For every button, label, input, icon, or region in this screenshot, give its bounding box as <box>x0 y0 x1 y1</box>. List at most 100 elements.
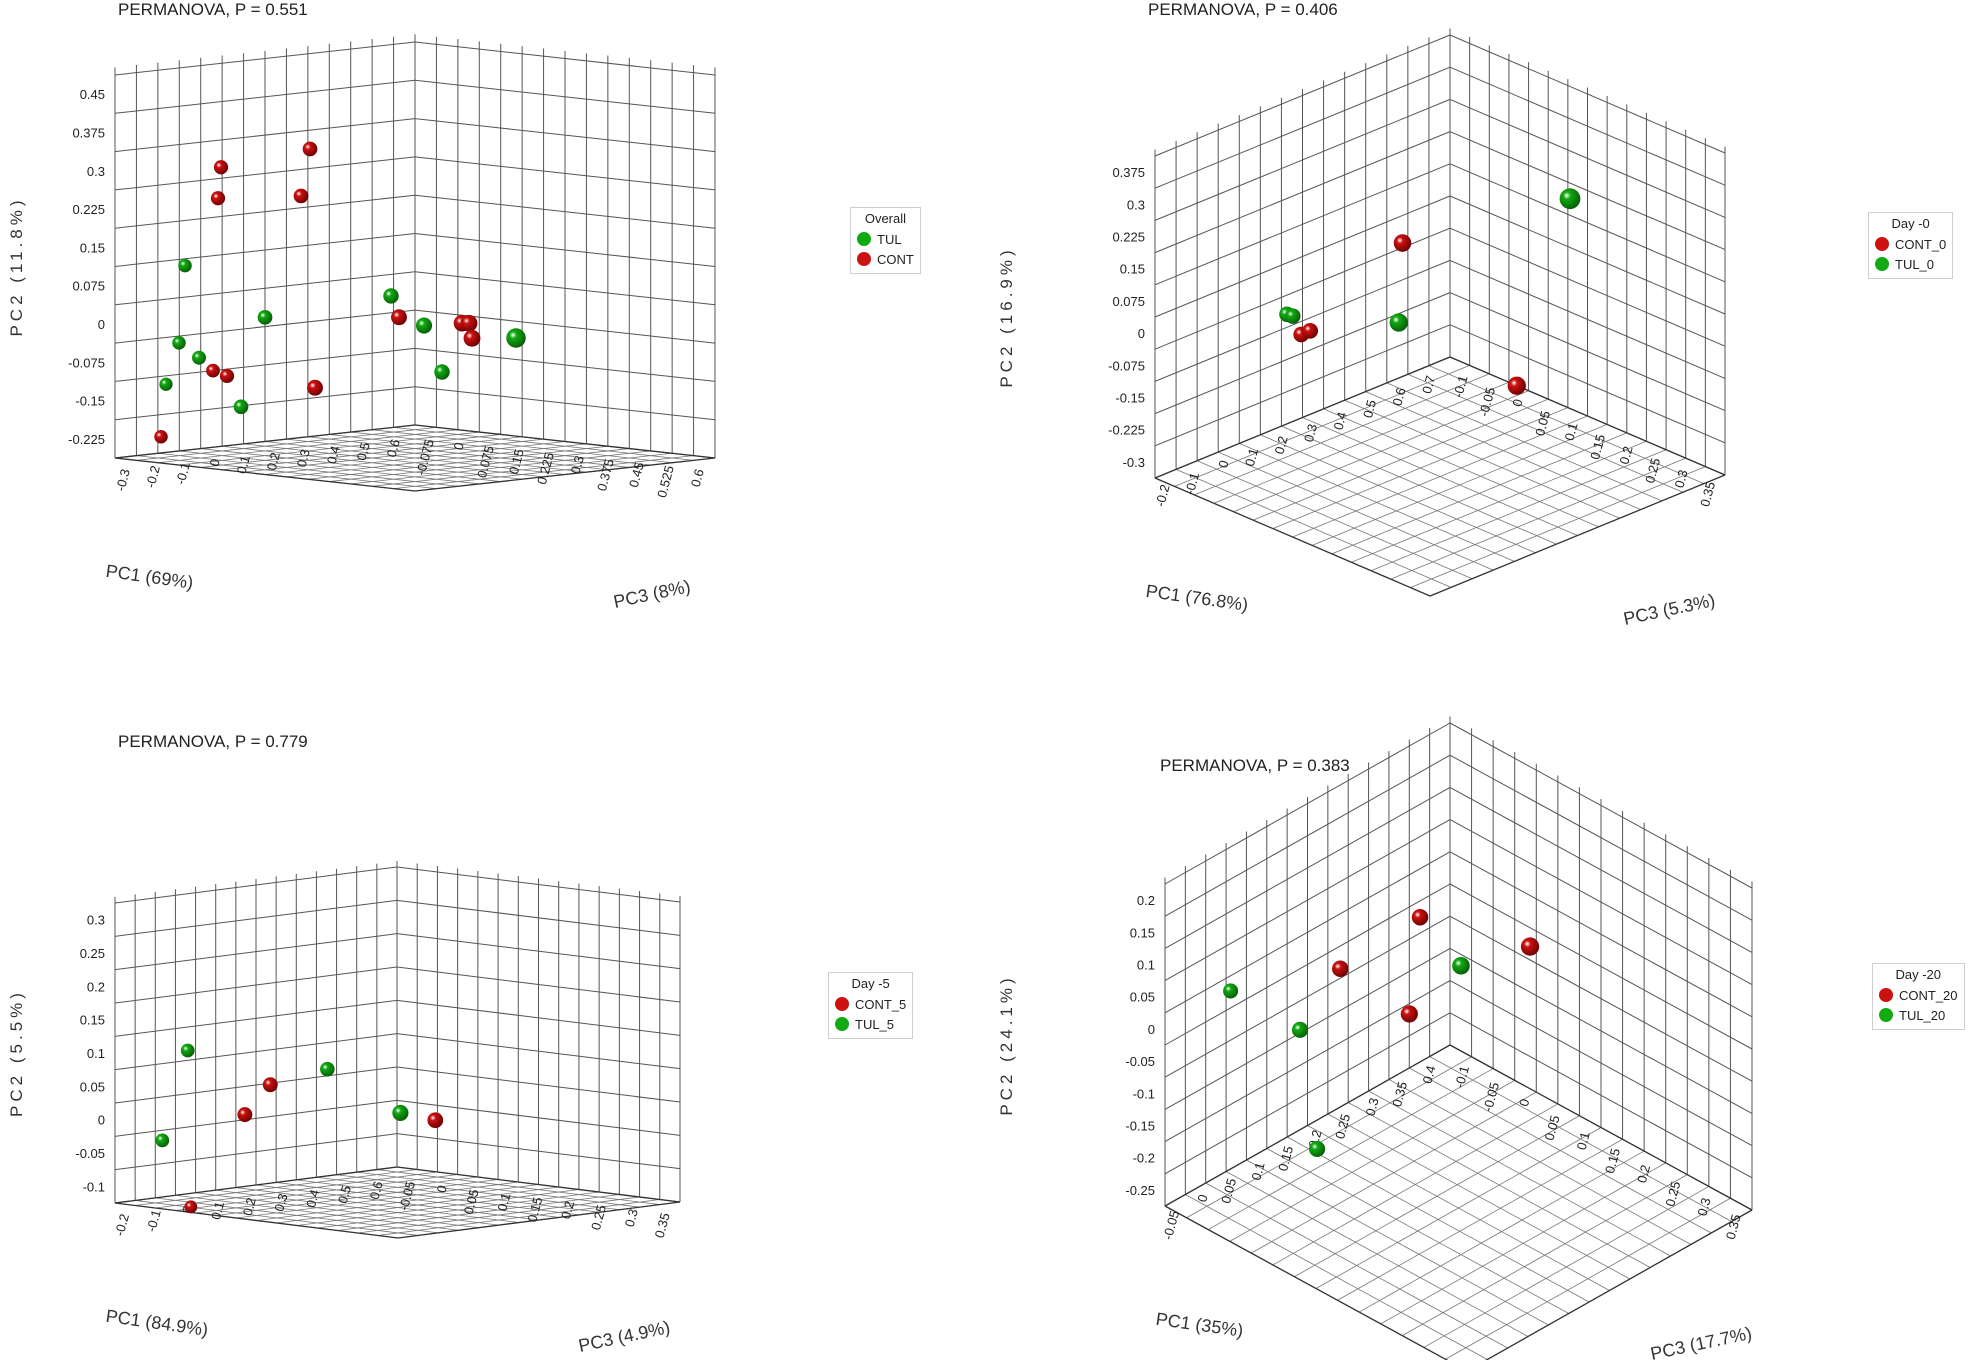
data-point-cont[interactable] <box>210 191 226 206</box>
tick-labels: -0.3 -0.225 -0.15 -0.075 0 0.075 0.15 0.225 0.3 0… <box>1108 165 1718 508</box>
x-tick-label: 0 <box>1194 1193 1210 1204</box>
data-point-tul_20[interactable] <box>1309 1140 1326 1158</box>
data-point-tul_5[interactable] <box>320 1061 335 1077</box>
data-point-tul[interactable] <box>172 336 186 350</box>
axis-edge <box>397 1201 681 1239</box>
x-tick-label: 0.35 <box>1389 1080 1410 1108</box>
legend-item-cont-0[interactable]: CONT_0 <box>1875 234 1946 254</box>
legend-item-cont-5[interactable]: CONT_5 <box>835 994 906 1014</box>
data-point-cont[interactable] <box>154 429 168 444</box>
grid-line <box>1164 883 1451 1046</box>
data-point-tul_5[interactable] <box>392 1104 409 1121</box>
floor-line <box>1251 1091 1537 1254</box>
data-point-cont[interactable] <box>391 309 407 326</box>
data-point-cont_20[interactable] <box>1400 1005 1418 1023</box>
data-point-tul[interactable] <box>506 328 526 348</box>
y-tick-label: 0.1 <box>87 1046 105 1061</box>
data-point-cont_0[interactable] <box>1393 234 1412 252</box>
floor-line <box>350 450 651 485</box>
x-tick-label: 0.6 <box>1389 386 1408 407</box>
data-point-cont_5[interactable] <box>262 1077 278 1093</box>
pca-3d-plot-overall: -0.225 -0.15 -0.075 0 0.075 0.15 0.225 0.3 0.375… <box>7 34 716 612</box>
data-point-cont_0[interactable] <box>1302 322 1318 339</box>
data-point-tul_20[interactable] <box>1291 1021 1309 1038</box>
data-point-tul_5[interactable] <box>180 1043 195 1058</box>
data-point-cont_0[interactable] <box>1507 376 1526 395</box>
axis-titles: PC1 (84.9%) PC3 (4.9%) PC2 (5.5%) <box>7 989 672 1356</box>
legend-item-tul[interactable]: TUL <box>857 229 914 249</box>
floor-line <box>372 452 673 487</box>
data-point-cont[interactable] <box>219 368 235 384</box>
data-point-cont_5[interactable] <box>184 1200 198 1214</box>
grid-line <box>114 309 416 344</box>
legend-item-cont-20[interactable]: CONT_20 <box>1879 985 1958 1005</box>
x-tick-label: 0.5 <box>354 441 373 462</box>
z-tick-label: 0 <box>1509 397 1525 408</box>
floor-line <box>1272 407 1569 529</box>
data-point-tul[interactable] <box>233 399 249 415</box>
z-tick-label: 0.1 <box>1574 1130 1593 1151</box>
data-point-tul[interactable] <box>192 350 206 365</box>
x-tick-label: 0.3 <box>271 1192 290 1213</box>
grid-line <box>114 233 416 267</box>
y-tick-label: 0 <box>1138 326 1145 341</box>
x-tick-label: -0.3 <box>113 467 133 493</box>
legend-item-tul-5[interactable]: TUL_5 <box>835 1014 906 1034</box>
panel-title: PERMANOVA, P = 0.779 <box>118 732 308 751</box>
floor-grid <box>114 424 716 492</box>
floor-line <box>243 438 544 473</box>
grid-line <box>396 1066 681 1103</box>
tick-labels: -0.25 -0.2 -0.15 -0.1 -0.05 0 0.05 0.1 0.15 0.2 -0… <box>1125 893 1743 1241</box>
axis-edges <box>1154 356 1726 597</box>
data-point-cont_20[interactable] <box>1520 937 1540 956</box>
x-tick-label: 0.2 <box>240 1196 259 1217</box>
data-point-tul_5[interactable] <box>155 1133 170 1148</box>
data-point-tul_0[interactable] <box>1389 313 1408 332</box>
data-point-cont_20[interactable] <box>1332 960 1349 977</box>
grid-line <box>1449 1012 1753 1179</box>
data-point-tul_0[interactable] <box>1285 308 1301 324</box>
grid-line <box>414 156 716 191</box>
data-point-cont_20[interactable] <box>1411 908 1429 926</box>
data-point-tul[interactable] <box>383 288 399 304</box>
y-tick-label: -0.25 <box>1125 1183 1155 1198</box>
axis-titles: PC1 (69%) PC3 (8%) PC2 (11.8%) <box>7 196 692 611</box>
legend-title: Day -20 <box>1895 967 1942 982</box>
data-point-cont[interactable] <box>302 141 318 157</box>
data-point-cont_5[interactable] <box>237 1107 253 1123</box>
y-tick-label: -0.3 <box>1123 455 1145 470</box>
legend-item-tul-20[interactable]: TUL_20 <box>1879 1005 1958 1025</box>
axis-edge <box>1154 356 1451 479</box>
x-tick-label: 0.1 <box>208 1200 227 1221</box>
data-point-cont[interactable] <box>206 363 220 378</box>
data-point-tul[interactable] <box>178 258 192 273</box>
data-point-cont[interactable] <box>293 188 309 204</box>
grid <box>114 34 716 459</box>
data-point-tul_20[interactable] <box>1223 983 1239 999</box>
data-point-tul[interactable] <box>434 364 450 380</box>
data-point-tul_20[interactable] <box>1452 956 1470 975</box>
x-tick-label: 0.7 <box>1419 374 1438 395</box>
data-point-cont[interactable] <box>213 160 229 175</box>
floor-line <box>1272 1103 1559 1266</box>
grid-line <box>1164 851 1451 1014</box>
legend-item-cont[interactable]: CONT <box>857 249 914 269</box>
data-point-cont[interactable] <box>460 314 478 332</box>
floor-line <box>276 1186 559 1224</box>
z-tick-label: 0.3 <box>568 454 587 475</box>
grid-line <box>396 966 681 1003</box>
data-point-cont[interactable] <box>463 329 481 347</box>
data-point-tul[interactable] <box>159 377 173 391</box>
y-tick-label: 0 <box>98 317 105 332</box>
grid-line <box>1449 163 1726 283</box>
z-tick-label: 0.05 <box>461 1188 482 1216</box>
axis-edge <box>114 457 416 492</box>
data-point-tul_0[interactable] <box>1559 188 1581 210</box>
data-point-cont[interactable] <box>307 379 323 396</box>
data-point-tul[interactable] <box>415 317 433 334</box>
data-point-tul[interactable] <box>257 310 273 325</box>
z-tick-label: 0.25 <box>1662 1180 1683 1208</box>
legend-item-tul-0[interactable]: TUL_0 <box>1875 254 1946 274</box>
data-point-cont_5[interactable] <box>427 1112 444 1129</box>
y-tick-label: 0.2 <box>1137 893 1155 908</box>
